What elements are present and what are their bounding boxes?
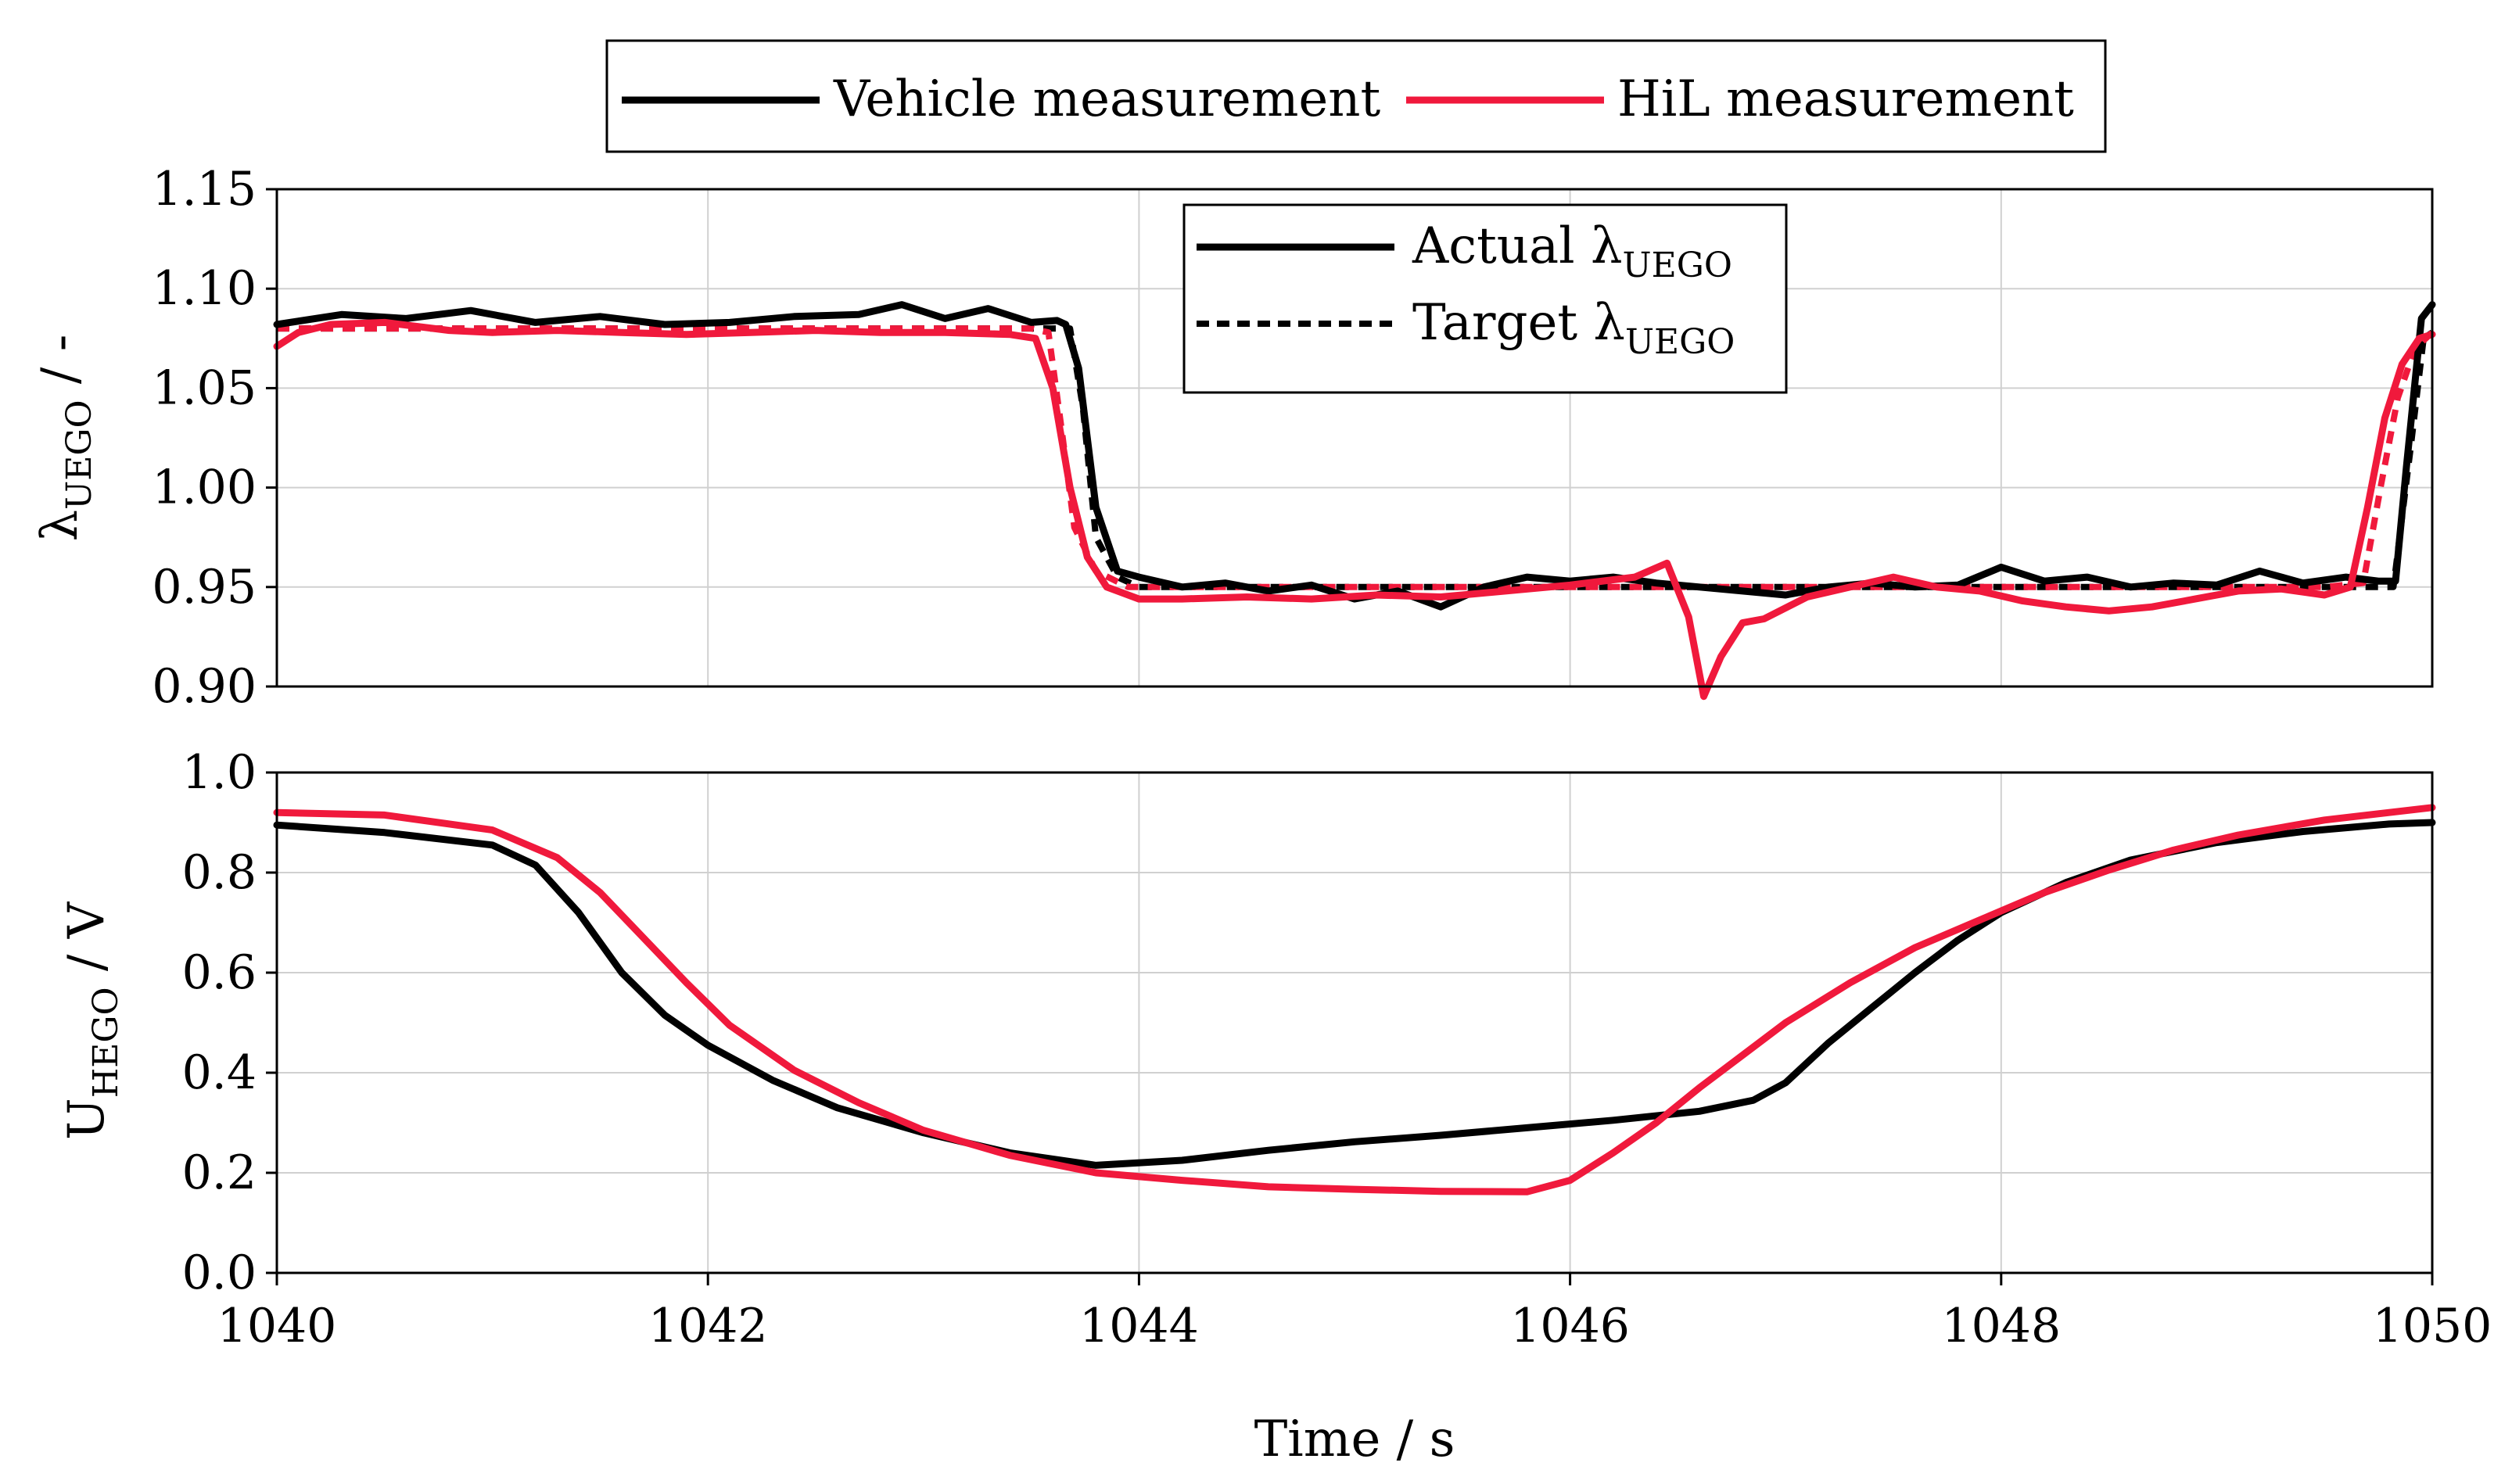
hego-plot-frame bbox=[275, 771, 2434, 1274]
legend-actual-main: Actual λ bbox=[1412, 217, 1623, 275]
legend-label-target: Target λUEGO bbox=[1412, 294, 1735, 362]
hego-series-group bbox=[273, 804, 2436, 1195]
x-tick-label: 1048 bbox=[1941, 1299, 2061, 1353]
lambda-plot-frame bbox=[275, 188, 2434, 688]
y-tick-label: 0.6 bbox=[182, 945, 257, 1000]
y-tick-label: 0.4 bbox=[182, 1045, 257, 1100]
x-tick-label: 1046 bbox=[1510, 1299, 1630, 1353]
series-line-hil-target-uego bbox=[277, 325, 2435, 590]
y-tick-label: 1.10 bbox=[152, 261, 257, 316]
legend-label-hil: HiL measurement bbox=[1617, 70, 2074, 128]
lambda-legend-box bbox=[1182, 203, 1788, 394]
y-tick-label: 0.0 bbox=[182, 1246, 257, 1300]
hego-y-axis-label: UHEGO / V bbox=[58, 901, 126, 1140]
legend-target-sub: UEGO bbox=[1625, 322, 1735, 362]
x-tick-label: 1040 bbox=[217, 1299, 337, 1353]
y-tick-label: 1.05 bbox=[152, 360, 257, 415]
hego-y-label-suffix: / V bbox=[58, 901, 116, 987]
figure-legend: Vehicle measurement HiL measurement bbox=[605, 39, 2107, 153]
x-axis-label: Time / s bbox=[1254, 1411, 1455, 1468]
lambda-y-label-suffix: / - bbox=[31, 335, 89, 400]
hego-y-label-sub: HEGO bbox=[86, 987, 126, 1098]
legend-target-main: Target λ bbox=[1412, 294, 1625, 352]
hego-y-label-main: U bbox=[58, 1098, 116, 1140]
legend-label-vehicle: Vehicle measurement bbox=[833, 70, 1380, 128]
lambda-series-group bbox=[273, 301, 2436, 701]
lambda-inner-legend: Actual λUEGO Target λUEGO bbox=[1182, 203, 1788, 394]
series-line-hil-u-hego bbox=[273, 804, 2436, 1195]
lambda-y-ticks: 1.15 1.10 1.05 1.00 0.95 0.90 bbox=[152, 162, 277, 714]
y-tick-label: 0.95 bbox=[152, 560, 257, 615]
lambda-y-label-sub: UEGO bbox=[59, 400, 99, 509]
lambda-y-label-main: λ bbox=[31, 510, 89, 542]
y-tick-label: 1.15 bbox=[152, 162, 257, 217]
y-tick-label: 0.2 bbox=[182, 1145, 257, 1200]
x-axis-ticks: 1040 1042 1044 1046 1048 1050 bbox=[217, 1273, 2492, 1353]
x-tick-label: 1042 bbox=[648, 1299, 768, 1353]
legend-actual-sub: UEGO bbox=[1623, 246, 1732, 285]
lambda-y-axis-label: λUEGO / - bbox=[31, 335, 99, 542]
x-tick-label: 1044 bbox=[1079, 1299, 1199, 1353]
figure-legend-box bbox=[605, 39, 2107, 153]
x-tick-label: 1050 bbox=[2373, 1299, 2492, 1353]
legend-label-actual: Actual λUEGO bbox=[1412, 217, 1732, 285]
hego-y-ticks: 1.0 0.8 0.6 0.4 0.2 0.0 bbox=[182, 745, 277, 1300]
series-line-vehicle-actual-uego bbox=[273, 301, 2436, 611]
y-tick-label: 0.8 bbox=[182, 845, 257, 900]
y-tick-label: 0.90 bbox=[152, 659, 257, 714]
y-tick-label: 1.00 bbox=[152, 461, 257, 515]
series-line-hil-actual-uego bbox=[273, 318, 2436, 701]
hego-panel: 1.0 0.8 0.6 0.4 0.2 0.0 UHEGO / V bbox=[58, 745, 2436, 1300]
y-tick-label: 1.0 bbox=[182, 745, 257, 800]
lambda-panel: 1.151.101.051.000.950.90 λUEGO / - Actua… bbox=[31, 162, 2436, 714]
